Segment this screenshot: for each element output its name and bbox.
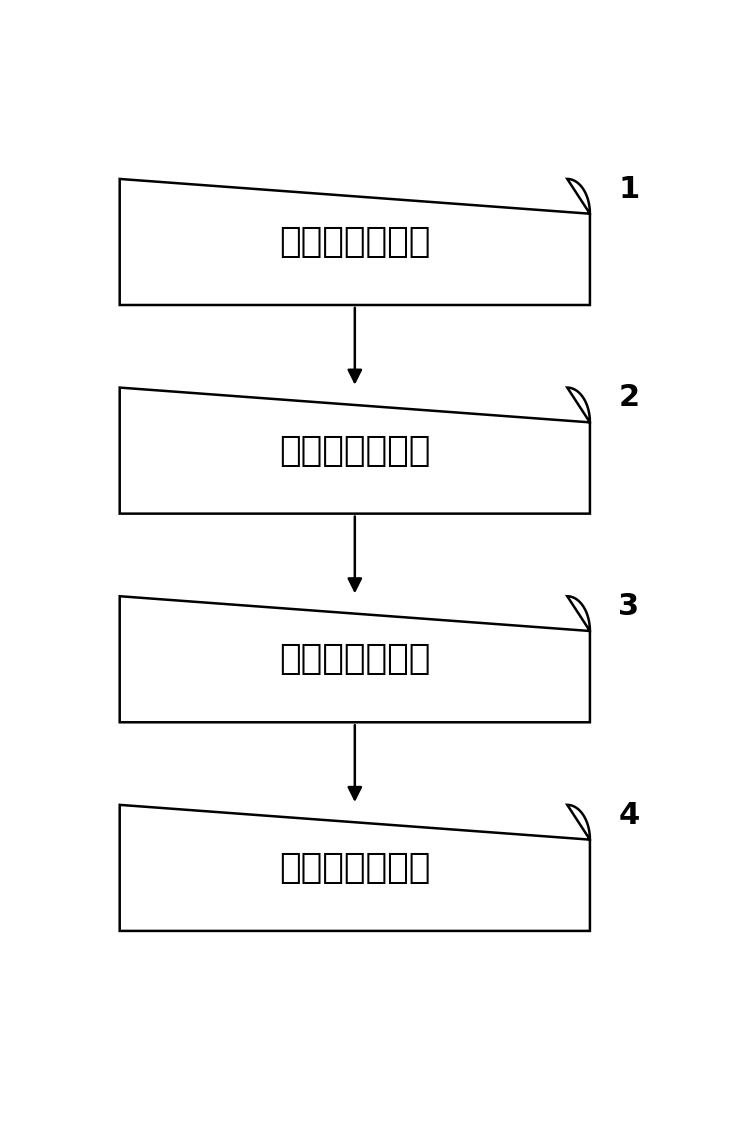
Text: 2: 2	[618, 383, 640, 412]
Text: 1: 1	[618, 175, 640, 203]
Text: 3: 3	[618, 592, 640, 621]
Polygon shape	[120, 387, 590, 514]
Text: 电子评分子模块: 电子评分子模块	[279, 642, 431, 676]
Polygon shape	[120, 805, 590, 931]
Text: 电子叫号子模块: 电子叫号子模块	[279, 434, 431, 467]
Polygon shape	[120, 596, 590, 723]
Text: 4: 4	[618, 800, 640, 830]
Text: 电子抽签子模块: 电子抽签子模块	[279, 225, 431, 259]
Polygon shape	[120, 178, 590, 305]
Text: 评分统计子模块: 评分统计子模块	[279, 851, 431, 885]
